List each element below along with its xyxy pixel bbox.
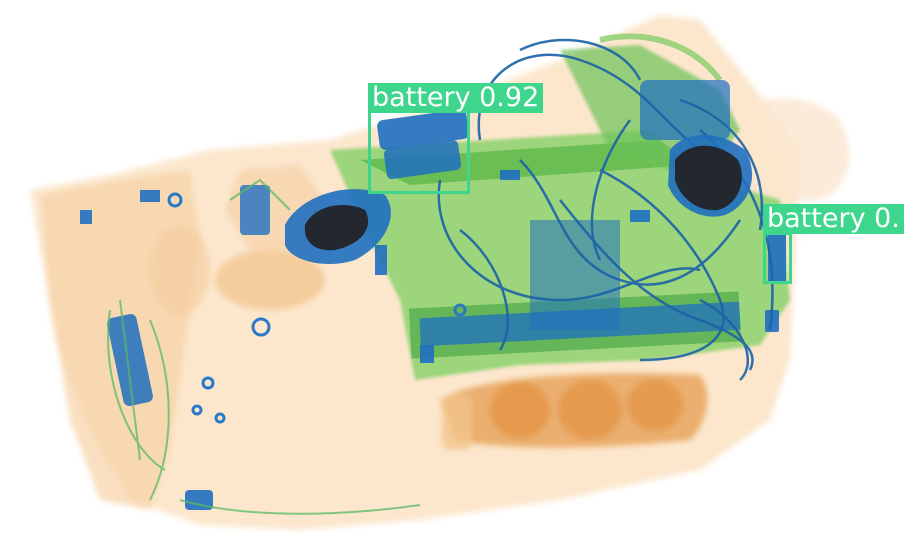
detection-label: battery 0.	[763, 204, 904, 234]
cables	[437, 38, 774, 381]
detection-box-battery	[763, 232, 792, 284]
detection-label: battery 0.92	[368, 83, 544, 113]
metal-components	[80, 80, 786, 510]
left-wiring	[107, 178, 421, 515]
dense-objects	[285, 135, 753, 265]
detection-box-battery	[368, 108, 470, 194]
small-objects	[167, 192, 467, 424]
